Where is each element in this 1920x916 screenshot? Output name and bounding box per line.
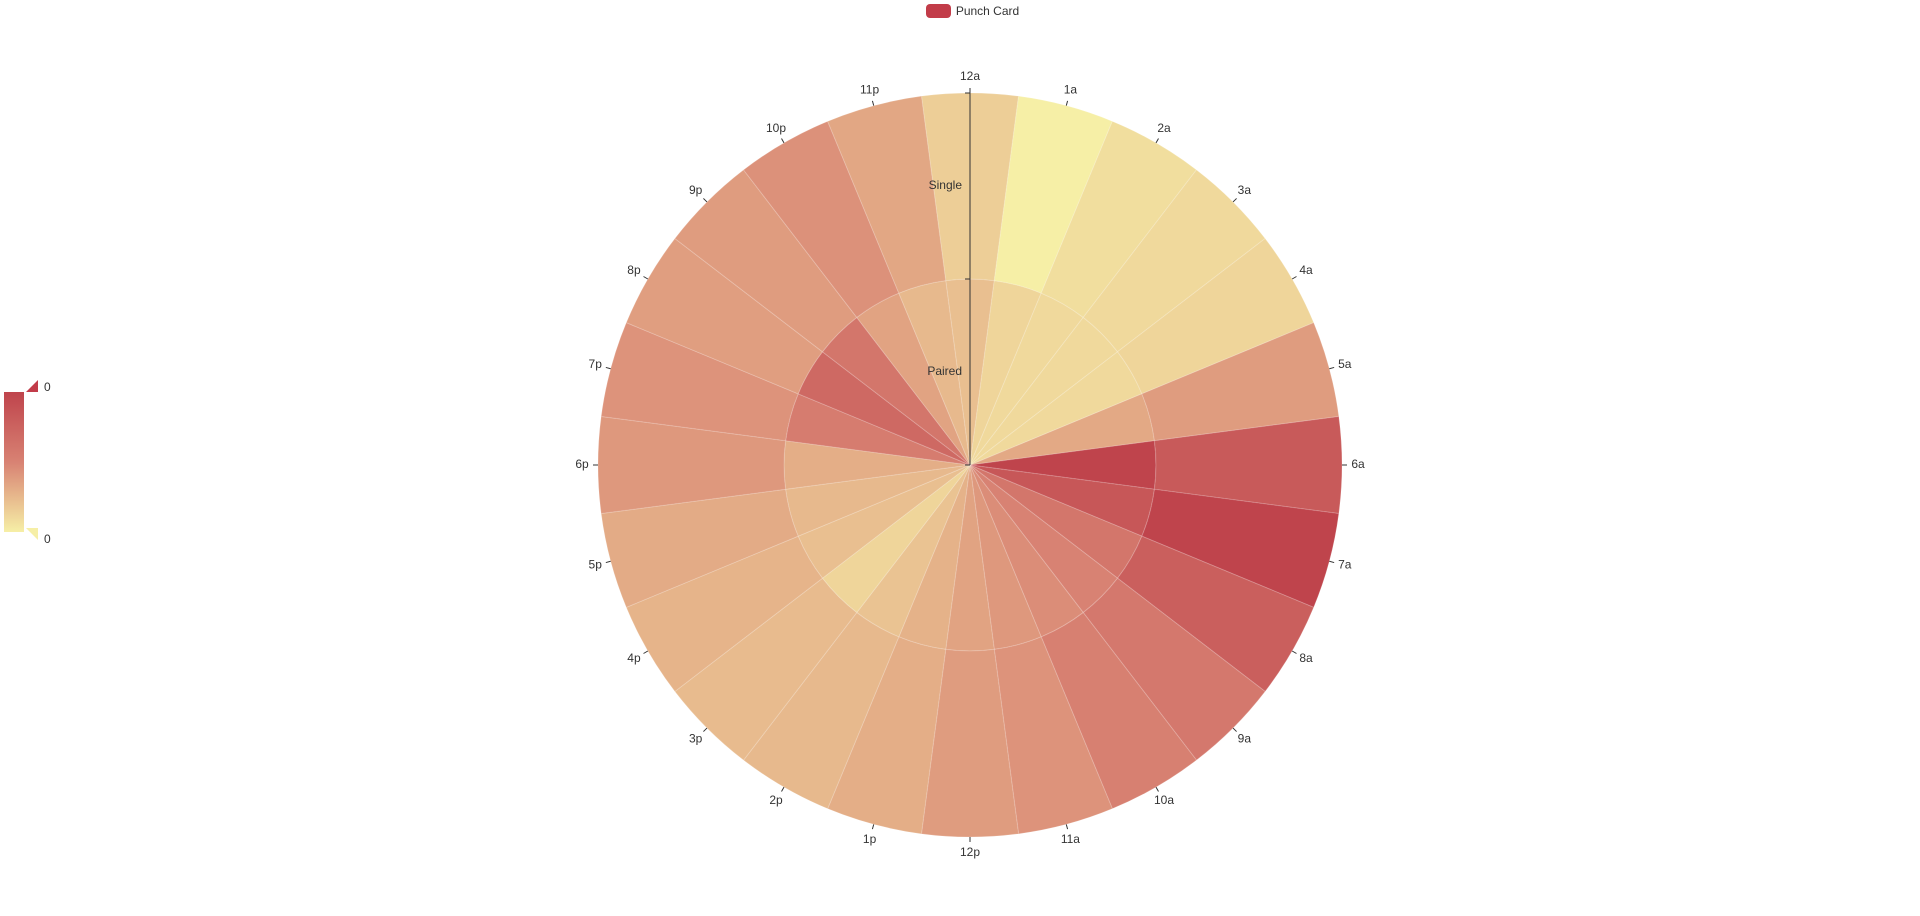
heatmap-cell-single-6p[interactable]: [597, 415, 787, 515]
angle-tick-4a: [1291, 276, 1297, 280]
legend-label: Punch Card: [955, 4, 1020, 18]
heatmap-cell-single-6a[interactable]: [1153, 415, 1343, 515]
angle-tick-label-8p: 8p: [627, 263, 641, 277]
angle-tick-3p: [703, 727, 708, 732]
heatmap-cell-single-5p[interactable]: [600, 488, 799, 609]
angle-tick-label-2p: 2p: [769, 793, 783, 807]
heatmap-cell-single-9a[interactable]: [1082, 577, 1266, 761]
angle-tick-7a: [1329, 560, 1335, 564]
heatmap-cell-single-10a[interactable]: [1040, 611, 1198, 810]
radius-label-paired: Paired: [927, 364, 962, 378]
angle-tick-label-1a: 1a: [1064, 82, 1078, 96]
heatmap-cell-single-9p[interactable]: [674, 169, 858, 353]
angle-tick-10p: [781, 138, 785, 144]
heatmap-cell-single-1a[interactable]: [993, 95, 1114, 294]
angle-tick-2a: [1155, 138, 1159, 144]
angle-tick-label-9a: 9a: [1238, 732, 1252, 746]
angle-tick-9p: [703, 198, 708, 203]
angle-tick-label-4a: 4a: [1299, 263, 1313, 277]
angle-tick-label-7p: 7p: [589, 357, 603, 371]
radius-axis: Paired Single: [927, 92, 971, 466]
angle-tick-label-2a: 2a: [1157, 121, 1171, 135]
heatmap-cell-single-11p[interactable]: [826, 95, 947, 294]
heatmap-cell-single-3p[interactable]: [674, 577, 858, 761]
angle-tick-label-10p: 10p: [766, 121, 786, 135]
heatmap-cell-paired-4a[interactable]: [969, 351, 1143, 466]
angle-tick-8a: [1291, 650, 1297, 654]
heatmap-cell-paired-8a[interactable]: [969, 464, 1143, 579]
heatmap-cells: [597, 92, 1343, 838]
angle-tick-label-9p: 9p: [689, 183, 703, 197]
angle-tick-label-12p: 12p: [960, 845, 980, 859]
visual-map: 0 0: [4, 380, 64, 546]
visual-map-max-label: 0: [44, 380, 51, 394]
angle-tick-label-3a: 3a: [1238, 183, 1252, 197]
visual-map-gradient-bar[interactable]: [4, 392, 24, 532]
angle-tick-2p: [781, 786, 785, 792]
angle-tick-5a: [1329, 366, 1335, 370]
angle-tick-label-10a: 10a: [1154, 793, 1174, 807]
visual-map-min-label: 0: [44, 532, 51, 546]
heatmap-cell-single-8a[interactable]: [1116, 535, 1315, 693]
angle-tick-1a: [1065, 100, 1069, 106]
angle-tick-1p: [871, 824, 875, 830]
angle-tick-label-11a: 11a: [1061, 832, 1080, 846]
heatmap-cell-single-1p[interactable]: [826, 636, 947, 835]
legend-item-punch-card[interactable]: Punch Card: [925, 4, 1020, 18]
angle-tick-label-6p: 6p: [575, 457, 589, 471]
angle-tick-7p: [605, 366, 611, 370]
angle-tick-9a: [1232, 727, 1237, 732]
angle-tick-label-8a: 8a: [1299, 651, 1313, 665]
heatmap-cell-single-4a[interactable]: [1116, 237, 1315, 395]
angle-tick-label-6a: 6a: [1351, 457, 1365, 471]
angle-tick-label-3p: 3p: [689, 732, 703, 746]
angle-tick-5p: [605, 560, 611, 564]
angle-tick-label-1p: 1p: [863, 832, 877, 846]
angle-tick-label-4p: 4p: [627, 651, 641, 665]
legend-swatch: [925, 4, 951, 18]
heatmap-cell-single-7p[interactable]: [600, 321, 799, 442]
radius-label-single: Single: [929, 178, 963, 192]
angle-tick-8p: [643, 276, 649, 280]
angle-tick-label-5a: 5a: [1338, 357, 1352, 371]
legend: Punch Card: [0, 4, 1920, 21]
angle-tick-11a: [1065, 824, 1069, 830]
heatmap-cell-single-11a[interactable]: [993, 636, 1114, 835]
angle-tick-3a: [1232, 198, 1237, 203]
heatmap-cell-single-5a[interactable]: [1141, 321, 1340, 442]
heatmap-cell-single-3a[interactable]: [1082, 169, 1266, 353]
visual-map-max-handle[interactable]: [26, 380, 38, 392]
visual-map-min-handle[interactable]: [26, 528, 38, 540]
angle-tick-label-11p: 11p: [860, 82, 879, 96]
angle-tick-10a: [1155, 786, 1159, 792]
angle-tick-label-12a: 12a: [960, 69, 980, 83]
angle-tick-label-5p: 5p: [589, 558, 603, 572]
angle-tick-4p: [643, 650, 649, 654]
heatmap-cell-single-12p[interactable]: [920, 648, 1020, 838]
angle-tick-label-7a: 7a: [1338, 558, 1352, 572]
angle-tick-11p: [871, 100, 875, 106]
angle-axis: 12a 1a 2a 3a 4a 5a 6a 7a 8a 9a 10a 11a 12p 1p 2p 3p 4p 5p…: [575, 69, 1365, 859]
